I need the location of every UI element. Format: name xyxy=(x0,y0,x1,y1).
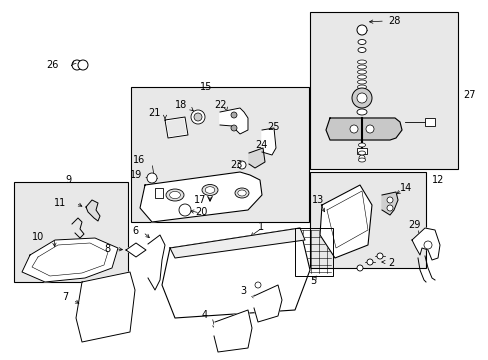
Polygon shape xyxy=(170,228,305,258)
Circle shape xyxy=(351,88,371,108)
Text: 26: 26 xyxy=(46,60,58,70)
Polygon shape xyxy=(22,238,118,282)
Text: 2: 2 xyxy=(387,258,393,268)
Polygon shape xyxy=(140,172,262,222)
Text: 3: 3 xyxy=(240,286,245,296)
Text: 16: 16 xyxy=(133,155,145,165)
Ellipse shape xyxy=(358,151,365,155)
Circle shape xyxy=(72,60,82,70)
Bar xyxy=(14,182,128,282)
Ellipse shape xyxy=(357,80,366,84)
Circle shape xyxy=(78,60,88,70)
Ellipse shape xyxy=(237,190,245,196)
Polygon shape xyxy=(253,285,282,322)
Ellipse shape xyxy=(357,70,366,74)
Ellipse shape xyxy=(165,189,183,201)
Text: 28: 28 xyxy=(387,16,400,26)
Polygon shape xyxy=(381,192,397,215)
Ellipse shape xyxy=(358,158,365,162)
Text: 12: 12 xyxy=(431,175,444,185)
Ellipse shape xyxy=(357,60,366,64)
Polygon shape xyxy=(319,185,371,258)
Polygon shape xyxy=(86,200,100,221)
Circle shape xyxy=(366,259,372,265)
Circle shape xyxy=(191,110,204,124)
Text: 10: 10 xyxy=(32,232,44,242)
Bar xyxy=(131,87,308,222)
Polygon shape xyxy=(411,228,439,260)
Ellipse shape xyxy=(357,65,366,69)
Circle shape xyxy=(230,112,237,118)
Text: 11: 11 xyxy=(54,198,66,208)
Text: 29: 29 xyxy=(407,220,420,230)
Polygon shape xyxy=(164,117,187,138)
Bar xyxy=(309,172,425,268)
Circle shape xyxy=(386,205,392,211)
Polygon shape xyxy=(220,108,247,134)
Ellipse shape xyxy=(202,185,218,195)
Circle shape xyxy=(376,253,382,259)
Polygon shape xyxy=(148,235,164,290)
Polygon shape xyxy=(248,148,264,168)
Circle shape xyxy=(356,93,366,103)
Text: 17: 17 xyxy=(194,195,206,205)
Circle shape xyxy=(147,173,157,183)
Polygon shape xyxy=(76,272,135,342)
Ellipse shape xyxy=(358,143,365,147)
Polygon shape xyxy=(167,119,185,136)
Text: 23: 23 xyxy=(229,160,242,170)
Text: 7: 7 xyxy=(62,292,68,302)
Text: 9: 9 xyxy=(65,175,71,185)
Text: 19: 19 xyxy=(130,170,142,180)
Circle shape xyxy=(423,241,431,249)
Text: 22: 22 xyxy=(214,100,226,110)
Text: 24: 24 xyxy=(254,140,267,150)
Ellipse shape xyxy=(205,187,214,193)
Text: 25: 25 xyxy=(266,122,279,132)
Text: 27: 27 xyxy=(462,90,474,100)
Text: 15: 15 xyxy=(200,82,212,92)
Text: 4: 4 xyxy=(202,310,208,320)
Polygon shape xyxy=(162,228,309,318)
Circle shape xyxy=(356,265,362,271)
Circle shape xyxy=(358,155,364,161)
Text: 20: 20 xyxy=(195,207,207,217)
Circle shape xyxy=(349,125,357,133)
Bar xyxy=(309,12,457,169)
Ellipse shape xyxy=(235,188,248,198)
Ellipse shape xyxy=(357,48,365,53)
Circle shape xyxy=(179,204,191,216)
Text: 13: 13 xyxy=(311,195,324,205)
Circle shape xyxy=(254,282,261,288)
Circle shape xyxy=(386,197,392,203)
Bar xyxy=(356,148,366,154)
Bar xyxy=(294,228,332,276)
Bar xyxy=(424,118,434,126)
Circle shape xyxy=(194,113,202,121)
Polygon shape xyxy=(262,128,275,155)
Bar xyxy=(155,188,163,198)
Text: 14: 14 xyxy=(399,183,411,193)
Ellipse shape xyxy=(356,109,366,115)
Text: 6: 6 xyxy=(132,226,138,236)
Polygon shape xyxy=(214,310,251,352)
Text: 18: 18 xyxy=(175,100,187,110)
Ellipse shape xyxy=(357,75,366,79)
Ellipse shape xyxy=(357,40,365,45)
Text: 5: 5 xyxy=(309,276,316,286)
Ellipse shape xyxy=(169,192,180,199)
Polygon shape xyxy=(325,118,401,140)
Circle shape xyxy=(230,125,237,131)
Circle shape xyxy=(365,125,373,133)
Polygon shape xyxy=(126,243,146,257)
Ellipse shape xyxy=(357,85,366,89)
Text: 21: 21 xyxy=(148,108,160,118)
Text: 1: 1 xyxy=(258,222,264,232)
Circle shape xyxy=(356,25,366,35)
Text: 8: 8 xyxy=(104,244,110,254)
Circle shape xyxy=(238,161,245,169)
